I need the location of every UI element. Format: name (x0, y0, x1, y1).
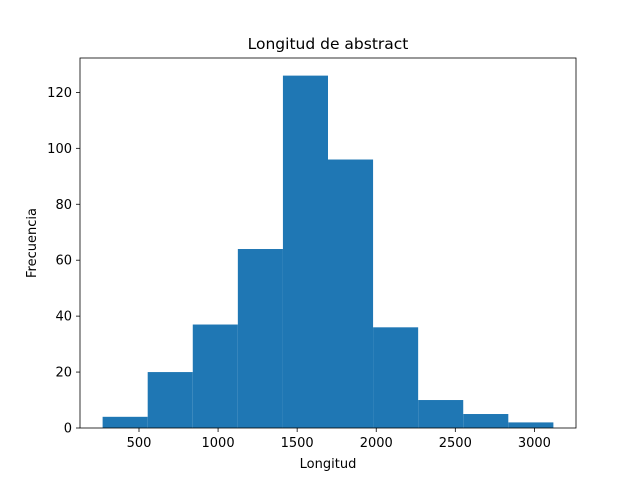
x-axis: 500 1000 1500 2000 2500 3000 (127, 428, 551, 451)
y-tick-label: 60 (55, 254, 72, 269)
y-tick-label: 20 (55, 366, 72, 381)
histogram-bar-8 (418, 400, 464, 428)
x-tick-label: 2000 (360, 436, 393, 451)
x-tick-label: 3000 (518, 436, 551, 451)
histogram-bar-6 (328, 159, 374, 428)
histogram-bar-9 (463, 414, 509, 428)
x-tick-label: 1500 (281, 436, 314, 451)
y-tick-label: 120 (47, 86, 72, 101)
histogram-bar-7 (373, 327, 419, 428)
chart-title: Longitud de abstract (248, 35, 409, 53)
x-tick-label: 500 (127, 436, 152, 451)
histogram-bar-1 (102, 416, 148, 428)
histogram-bar-4 (237, 249, 283, 428)
histogram-bar-5 (282, 75, 328, 428)
y-axis: 0 20 40 60 80 100 120 (47, 86, 80, 437)
y-axis-label: Frecuencia (25, 208, 40, 278)
x-axis-label: Longitud (300, 457, 357, 472)
x-tick-label: 2500 (439, 436, 472, 451)
bars-layer (102, 75, 554, 428)
y-tick-label: 100 (47, 142, 72, 157)
x-tick-label: 1000 (202, 436, 235, 451)
y-tick-label: 40 (55, 310, 72, 325)
histogram-bar-2 (147, 372, 193, 428)
histogram-bar-10 (508, 422, 554, 428)
y-tick-label: 0 (64, 422, 72, 437)
histogram-bar-3 (192, 324, 238, 428)
axes-frame (79, 57, 577, 429)
y-tick-label: 80 (55, 198, 72, 213)
